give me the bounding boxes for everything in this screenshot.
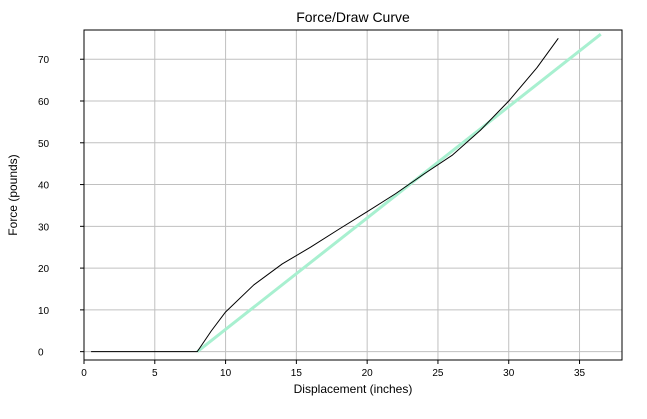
y-tick-label: 30 bbox=[38, 222, 50, 233]
chart-title: Force/Draw Curve bbox=[296, 9, 410, 25]
force-curve-line bbox=[91, 38, 559, 353]
x-tick-label: 0 bbox=[81, 368, 87, 379]
y-tick-label: 60 bbox=[38, 97, 50, 108]
x-axis-label: Displacement (inches) bbox=[294, 382, 413, 396]
x-tick-label: 15 bbox=[291, 368, 303, 379]
reference-line bbox=[196, 32, 602, 353]
y-tick-label: 0 bbox=[38, 348, 44, 359]
x-ticks: 0 5 10 15 20 25 30 35 bbox=[81, 360, 586, 379]
x-tick-label: 30 bbox=[503, 368, 515, 379]
y-ticks: 0 10 20 30 40 50 60 70 bbox=[38, 55, 84, 359]
y-tick-label: 10 bbox=[38, 306, 50, 317]
series-layer bbox=[91, 32, 602, 353]
x-tick-label: 5 bbox=[152, 368, 158, 379]
y-tick-label: 70 bbox=[38, 55, 50, 66]
grid-layer bbox=[83, 30, 622, 360]
y-tick-label: 40 bbox=[38, 181, 50, 192]
x-tick-label: 20 bbox=[362, 368, 374, 379]
x-tick-label: 25 bbox=[432, 368, 444, 379]
plot-frame bbox=[83, 29, 623, 361]
x-tick-label: 35 bbox=[574, 368, 586, 379]
y-tick-label: 50 bbox=[38, 139, 50, 150]
y-tick-label: 20 bbox=[38, 264, 50, 275]
x-tick-label: 10 bbox=[220, 368, 232, 379]
y-axis-label: Force (pounds) bbox=[6, 154, 20, 235]
